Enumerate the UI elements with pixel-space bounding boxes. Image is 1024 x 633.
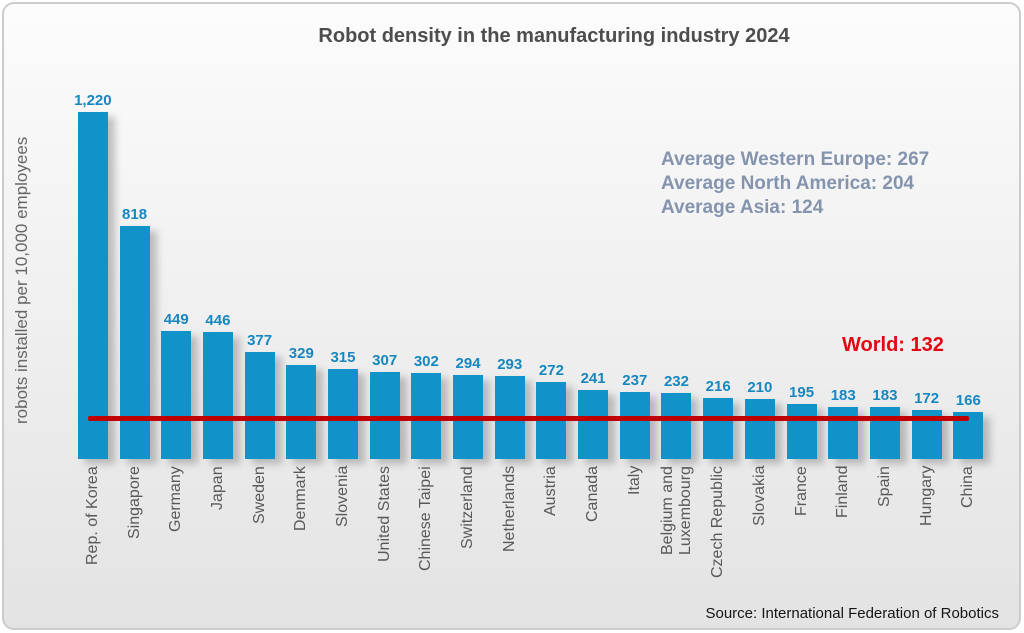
bar-column-13: 237 Italy xyxy=(614,64,656,495)
bar-value-label: 172 xyxy=(914,390,940,407)
bar xyxy=(244,352,275,459)
world-value-label: World: 132 xyxy=(842,334,944,356)
bar xyxy=(161,331,192,459)
bar-value-label: 241 xyxy=(580,370,606,387)
category-label: Spain xyxy=(875,466,893,507)
bar xyxy=(828,407,859,459)
bar-column-11: 272 Austria xyxy=(531,64,573,516)
source-credit: Source: International Federation of Robo… xyxy=(705,605,999,622)
category-label: Italy xyxy=(625,466,643,496)
bar xyxy=(286,365,317,459)
bar-column-17: 195 France xyxy=(781,64,823,516)
bar-value-label: 210 xyxy=(747,379,773,396)
bar-column-1: 818 Singapore xyxy=(114,64,156,539)
bar xyxy=(619,392,650,459)
bar-column-4: 377 Sweden xyxy=(239,64,281,524)
category-label: Rep. of Korea xyxy=(83,466,101,565)
bar-value-label: 293 xyxy=(497,356,523,373)
category-label: Netherlands xyxy=(500,466,518,553)
bar-value-label: 1,220 xyxy=(74,92,112,109)
bar-column-2: 449 Germany xyxy=(155,64,197,532)
category-label: Singapore xyxy=(125,466,143,539)
bar xyxy=(202,332,233,459)
category-label: Germany xyxy=(167,466,185,532)
world-reference-line xyxy=(88,416,969,421)
bar-column-21: 166 China xyxy=(947,64,989,508)
bar-column-20: 172 Hungary xyxy=(906,64,948,526)
bar-value-label: 237 xyxy=(622,372,648,389)
bar xyxy=(578,390,609,459)
bar-value-label: 446 xyxy=(205,312,231,329)
category-label: Hungary xyxy=(917,466,935,527)
bar-column-12: 241 Canada xyxy=(572,64,614,522)
bar xyxy=(744,399,775,459)
y-axis-label: robots installed per 10,000 employees xyxy=(12,136,31,424)
category-label: Canada xyxy=(584,466,602,523)
bar-column-19: 183 Spain xyxy=(864,64,906,507)
bar-column-5: 329 Denmark xyxy=(280,64,322,531)
bar-column-7: 307 United States xyxy=(364,64,406,562)
category-label: United States xyxy=(375,466,393,563)
bar-value-label: 183 xyxy=(830,387,856,404)
bar-column-9: 294 Switzerland xyxy=(447,64,489,549)
bar-value-label: 166 xyxy=(955,392,981,409)
average-asia: Average Asia: 124 xyxy=(661,197,824,218)
bar xyxy=(369,372,400,459)
category-label: Austria xyxy=(542,466,560,516)
category-label: Slovakia xyxy=(750,466,768,527)
bar-column-6: 315 Slovenia xyxy=(322,64,364,527)
bar-column-18: 183 Finland xyxy=(822,64,864,518)
category-label: Switzerland xyxy=(459,466,477,549)
bar-value-label: 183 xyxy=(872,387,898,404)
bar-value-label: 377 xyxy=(247,332,273,349)
bar xyxy=(119,226,150,459)
bar-value-label: 302 xyxy=(413,353,439,370)
bar-value-label: 272 xyxy=(538,362,564,379)
category-label: China xyxy=(959,466,977,508)
bar-value-label: 294 xyxy=(455,355,481,372)
bar-column-16: 210 Slovakia xyxy=(739,64,781,526)
bar-column-3: 446 Japan xyxy=(197,64,239,510)
category-label: Czech Republic xyxy=(709,466,727,579)
average-north-america: Average North America: 204 xyxy=(661,173,915,194)
bar-value-label: 232 xyxy=(663,373,689,390)
bar-value-label: 315 xyxy=(330,349,356,366)
plot-area: 1,220 Rep. of Korea 818 Singapore 449 Germany… xyxy=(72,64,989,578)
category-label: France xyxy=(792,466,810,516)
category-label: Finland xyxy=(834,466,852,519)
category-label: Slovenia xyxy=(334,466,352,528)
bar-column-10: 293 Netherlands xyxy=(489,64,531,552)
bar-value-label: 329 xyxy=(288,345,314,362)
category-label: Sweden xyxy=(250,466,268,524)
bar xyxy=(327,369,358,459)
category-label: Denmark xyxy=(292,466,310,531)
bar-value-label: 195 xyxy=(789,384,815,401)
bar-column-14: 232 Belgium and Luxembourg xyxy=(656,64,698,555)
bar xyxy=(661,393,692,459)
bar-value-label: 216 xyxy=(705,378,731,395)
bar-column-8: 302 Chinese Taipei xyxy=(406,64,448,571)
category-label: Chinese Taipei xyxy=(417,466,435,571)
bar-column-0: 1,220 Rep. of Korea xyxy=(72,64,114,565)
bar-column-15: 216 Czech Republic xyxy=(697,64,739,578)
bar-value-label: 449 xyxy=(163,311,189,328)
bar xyxy=(786,404,817,459)
chart-title: Robot density in the manufacturing indus… xyxy=(318,25,790,47)
category-label: Belgium and Luxembourg xyxy=(658,466,694,555)
bar xyxy=(869,407,900,459)
category-label: Japan xyxy=(208,466,226,510)
bar-value-label: 818 xyxy=(122,206,148,223)
bar xyxy=(77,112,108,459)
bar-value-label: 307 xyxy=(372,352,398,369)
bar xyxy=(703,398,734,459)
average-western-europe: Average Western Europe: 267 xyxy=(661,149,930,170)
region-averages-annotation: Average Western Europe: 267 Average Nort… xyxy=(661,148,929,220)
